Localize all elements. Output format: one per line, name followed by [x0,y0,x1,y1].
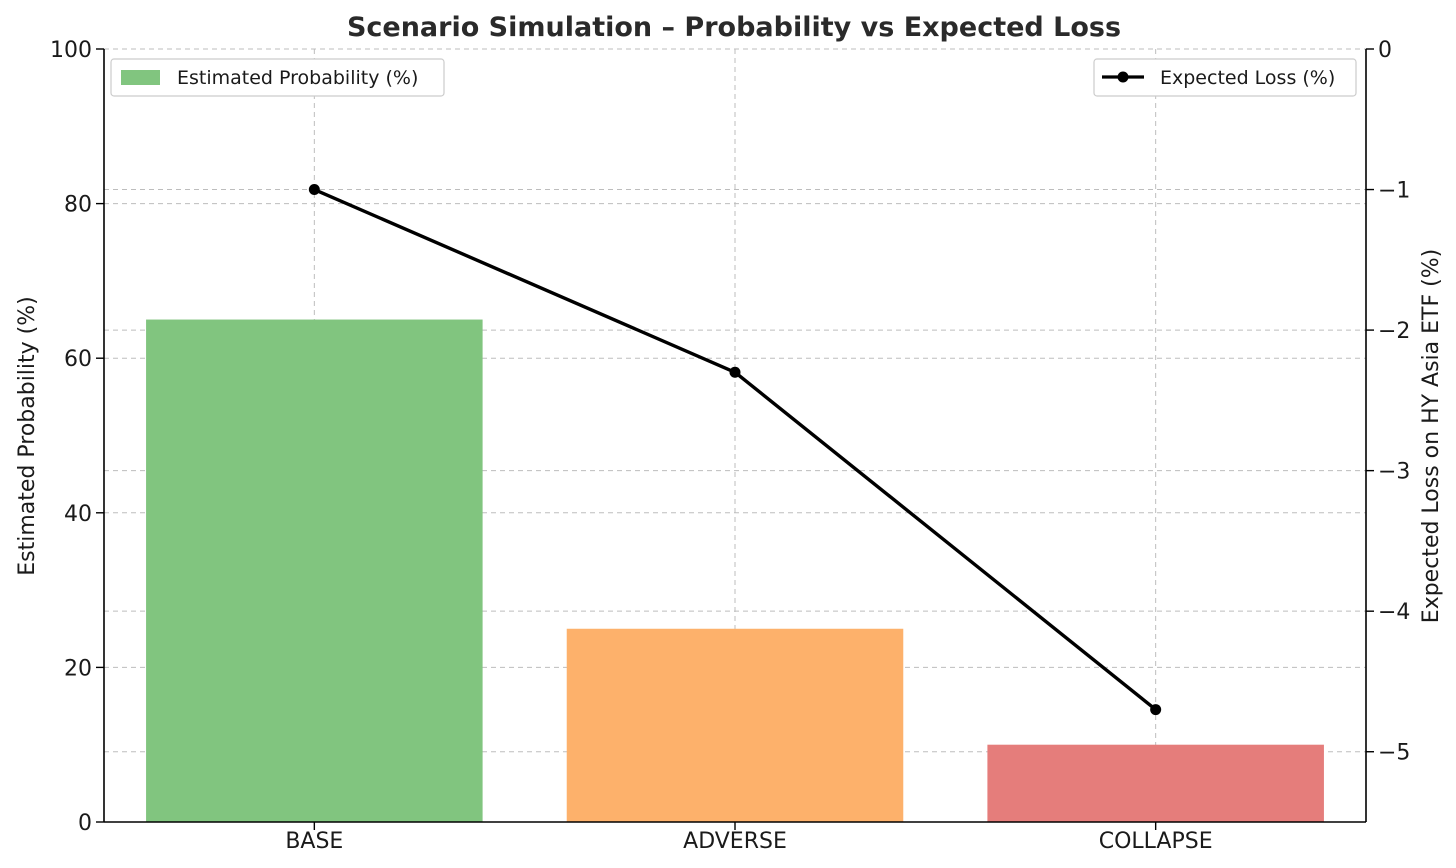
y-tick-label-left: 40 [64,502,92,527]
point-collapse [1150,704,1162,716]
point-base [308,184,320,196]
chart-title: Scenario Simulation – Probability vs Exp… [347,12,1121,43]
bar-adverse [566,628,904,822]
bar-base [146,319,483,822]
legend-line-label: Expected Loss (%) [1160,67,1335,89]
y-axis-title-left: Estimated Probability (%) [15,296,40,576]
bar-series [146,319,1324,822]
y-tick-label-right: −3 [1378,460,1410,485]
y-tick-label-right: −2 [1378,319,1410,344]
y-tick-label-left: 20 [64,656,92,681]
y-tick-label-left: 0 [78,811,92,836]
y-tick-label-left: 80 [64,193,92,218]
y-tick-label-left: 60 [64,347,92,372]
y-tick-label-right: −4 [1378,600,1410,625]
x-tick-label: COLLAPSE [1099,829,1213,854]
x-tick-label: BASE [285,829,343,854]
x-tick-label: ADVERSE [683,829,787,854]
line-series [308,184,1162,716]
legend-bar-label: Estimated Probability (%) [177,67,418,89]
y-tick-label-left: 100 [50,38,92,63]
y-tick-label-right: −5 [1378,741,1410,766]
legend-line-frame [1093,58,1357,97]
y-tick-label-right: 0 [1378,38,1392,63]
legend-bars: Estimated Probability (%) [110,58,445,97]
legend-line: Expected Loss (%) [1093,58,1357,97]
point-adverse [729,366,741,378]
axes: 0 20 40 60 80 100 0 −1 −2 −3 −4 −5 BASE ADVERSE COLLAP… [50,38,1410,854]
y-axis-title-right: Expected Loss on HY Asia ETF (%) [1419,249,1444,623]
y-tick-label-right: −1 [1378,179,1410,204]
bar-collapse [987,744,1324,822]
legend-bar-swatch [121,70,160,85]
legend-bars-frame [110,58,445,97]
legend-line-marker [1117,71,1129,83]
